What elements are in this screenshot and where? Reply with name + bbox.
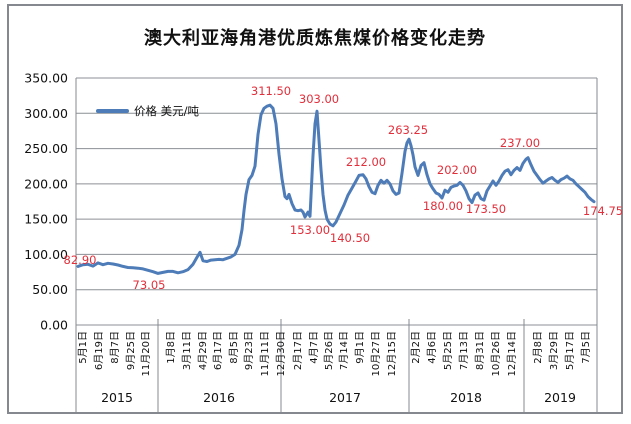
data-label: 140.50 <box>330 231 370 245</box>
x-tick-label: 12月15日 <box>386 331 398 376</box>
x-tick-label: 4月29日 <box>197 331 209 370</box>
x-tick-label: 10月27日 <box>370 331 382 376</box>
chart-title: 澳大利亚海角港优质炼焦煤价格变化走势 <box>144 28 486 49</box>
x-tick-label: 10月26日 <box>490 331 502 376</box>
legend: 价格 美元/吨 <box>96 103 199 119</box>
y-axis-label: 0.00 <box>40 318 68 333</box>
data-label: 153.00 <box>290 223 330 237</box>
x-tick-label: 2月8日 <box>532 331 544 364</box>
x-tick-label: 4月6日 <box>426 331 438 364</box>
x-tick-label: 11月11日 <box>259 331 271 376</box>
chart-frame-border <box>7 4 623 414</box>
data-label: 173.50 <box>466 202 506 216</box>
y-axis-label: 200.00 <box>24 176 68 191</box>
x-tick-label: 4月7日 <box>308 331 320 364</box>
x-tick-label: 7月5日 <box>580 331 592 364</box>
x-tick-label: 2月2日 <box>410 331 422 364</box>
x-tick-label: 3月29日 <box>548 331 560 370</box>
y-axis-label: 300.00 <box>24 106 68 121</box>
y-axis-label: 350.00 <box>24 71 68 86</box>
x-tick-label: 8月31日 <box>474 331 486 370</box>
data-label: 174.75 <box>583 204 623 218</box>
x-tick-label: 1月8日 <box>165 331 177 364</box>
data-label: 180.00 <box>423 199 463 213</box>
price-line <box>76 103 596 275</box>
y-axis-label: 250.00 <box>24 141 68 156</box>
x-tick-label: 7月13日 <box>458 331 470 370</box>
x-tick-label: 11月20日 <box>140 331 152 376</box>
data-label: 202.00 <box>437 163 477 177</box>
legend-line-swatch <box>96 109 129 113</box>
x-tick-label: 6月19日 <box>93 331 105 370</box>
y-axis-label: 100.00 <box>24 247 68 262</box>
y-axis-label: 150.00 <box>24 212 68 227</box>
year-label: 2019 <box>544 390 576 405</box>
x-tick-label: 12月14日 <box>506 331 518 376</box>
x-tick-label: 2月17日 <box>292 331 304 370</box>
x-tick-label: 12月30日 <box>275 331 287 376</box>
legend-series-label: 价格 美元/吨 <box>134 104 200 118</box>
x-tick-label: 5月1日 <box>77 331 89 364</box>
x-tick-label: 8月7日 <box>109 331 121 364</box>
data-label: 73.05 <box>133 278 166 292</box>
x-tick-label: 3月11日 <box>181 331 193 370</box>
y-axis-label: 50.00 <box>32 282 68 297</box>
year-label: 2015 <box>101 390 133 405</box>
data-label: 237.00 <box>500 136 540 150</box>
year-label: 2018 <box>450 390 482 405</box>
x-tick-label: 8月5日 <box>228 331 240 364</box>
x-tick-label: 5月17日 <box>564 331 576 370</box>
x-tick-label: 9月1日 <box>354 331 366 364</box>
x-tick-label: 9月23日 <box>243 331 255 370</box>
data-label: 82.90 <box>64 253 97 267</box>
x-tick-label: 9月25日 <box>125 331 137 370</box>
year-label: 2016 <box>203 390 235 405</box>
x-tick-label: 5月26日 <box>323 331 335 370</box>
data-label: 311.50 <box>251 84 291 98</box>
data-label: 263.25 <box>388 123 428 137</box>
year-label: 2017 <box>329 390 361 405</box>
x-tick-label: 6月17日 <box>212 331 224 370</box>
data-label: 303.00 <box>299 92 339 106</box>
x-tick-label: 7月14日 <box>338 331 350 370</box>
x-tick-label: 5月25日 <box>442 331 454 370</box>
data-label: 212.00 <box>346 155 386 169</box>
